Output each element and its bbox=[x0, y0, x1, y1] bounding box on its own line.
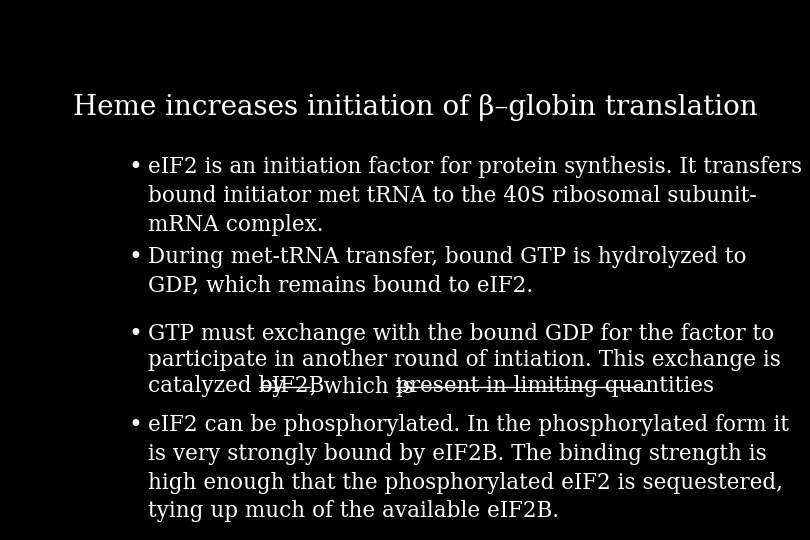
Text: .: . bbox=[642, 375, 649, 397]
Text: •: • bbox=[129, 322, 143, 346]
Text: GTP must exchange with the bound GDP for the factor to: GTP must exchange with the bound GDP for… bbox=[148, 322, 774, 345]
Text: During met-tRNA transfer, bound GTP is hydrolyzed to
GDP, which remains bound to: During met-tRNA transfer, bound GTP is h… bbox=[148, 246, 747, 296]
Text: eIF2 is an initiation factor for protein synthesis. It transfers
bound initiator: eIF2 is an initiation factor for protein… bbox=[148, 156, 803, 236]
Text: , which is: , which is bbox=[310, 375, 420, 397]
Text: •: • bbox=[129, 156, 143, 179]
Text: present in limiting quantities: present in limiting quantities bbox=[395, 375, 714, 397]
Text: Heme increases initiation of β–globin translation: Heme increases initiation of β–globin tr… bbox=[73, 94, 757, 121]
Text: •: • bbox=[129, 414, 143, 437]
Text: •: • bbox=[129, 246, 143, 269]
Text: eIF2B: eIF2B bbox=[259, 375, 325, 397]
Text: participate in another round of intiation. This exchange is: participate in another round of intiatio… bbox=[148, 349, 781, 371]
Text: eIF2 can be phosphorylated. In the phosphorylated form it
is very strongly bound: eIF2 can be phosphorylated. In the phosp… bbox=[148, 414, 789, 523]
Text: catalyzed by: catalyzed by bbox=[148, 375, 292, 397]
